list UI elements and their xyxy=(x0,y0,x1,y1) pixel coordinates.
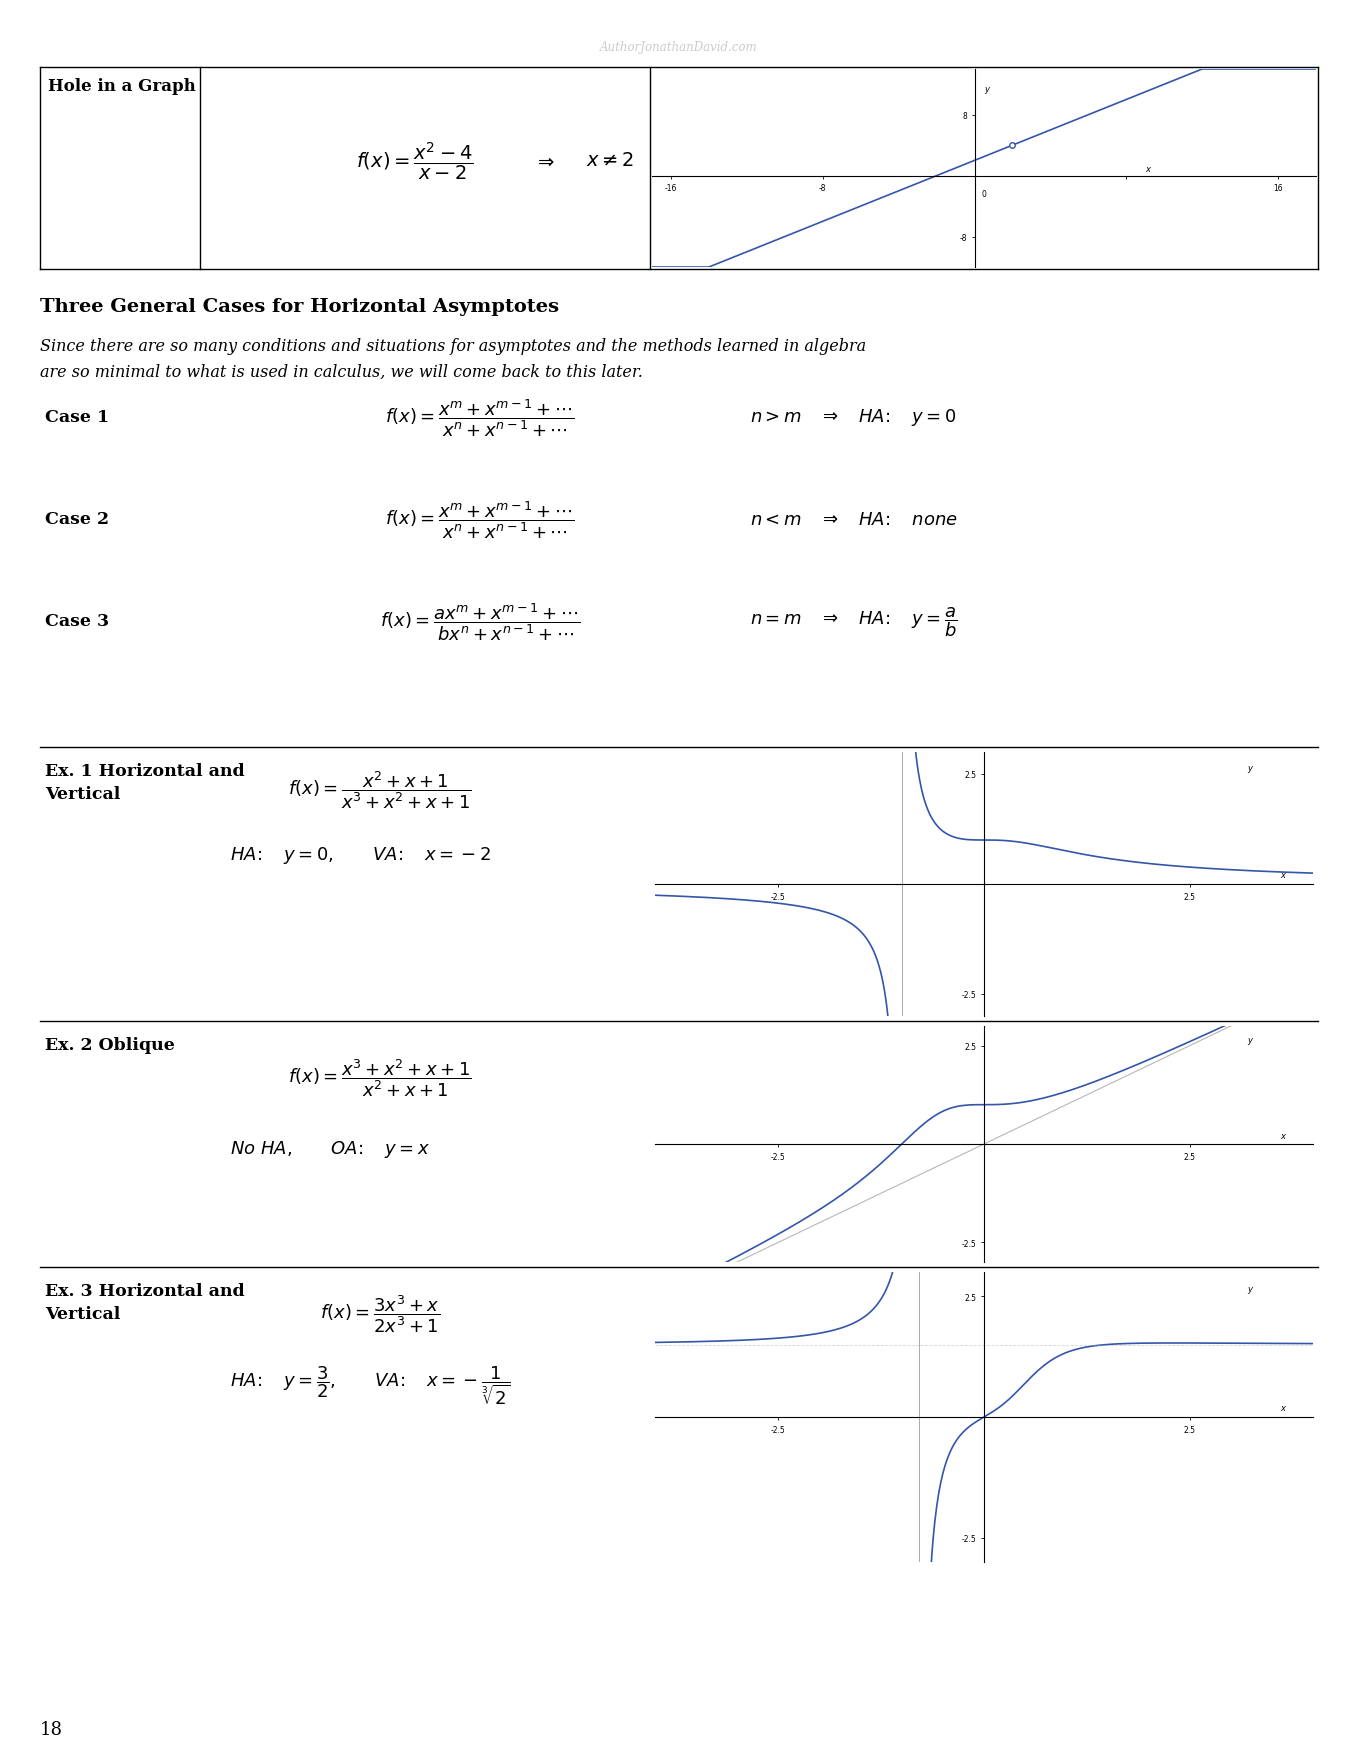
Text: Three General Cases for Horizontal Asymptotes: Three General Cases for Horizontal Asymp… xyxy=(39,299,559,316)
Text: y: y xyxy=(985,84,989,95)
Text: $f(x) = \dfrac{x^2 - 4}{x - 2}$: $f(x) = \dfrac{x^2 - 4}{x - 2}$ xyxy=(356,141,474,183)
Text: y: y xyxy=(1247,763,1252,771)
Text: $f(x) = \dfrac{3x^3 + x}{2x^3 + 1}$: $f(x) = \dfrac{3x^3 + x}{2x^3 + 1}$ xyxy=(320,1293,440,1334)
Text: Since there are so many conditions and situations for asymptotes and the methods: Since there are so many conditions and s… xyxy=(39,337,866,355)
Text: $No\ HA, \qquad OA\!: \quad y = x$: $No\ HA, \qquad OA\!: \quad y = x$ xyxy=(230,1139,430,1160)
Text: $x \neq 2$: $x \neq 2$ xyxy=(585,151,634,170)
Text: Vertical: Vertical xyxy=(45,1305,121,1323)
Text: $n > m \quad \Rightarrow \quad HA\!: \quad y = 0$: $n > m \quad \Rightarrow \quad HA\!: \qu… xyxy=(750,408,956,429)
Text: AuthorJonathanDavid.com: AuthorJonathanDavid.com xyxy=(600,42,758,54)
Text: y: y xyxy=(1247,1284,1252,1293)
Text: Ex. 2 Oblique: Ex. 2 Oblique xyxy=(45,1037,175,1054)
Text: $f(x) = \dfrac{x^m + x^{m-1} + \cdots}{x^n + x^{n-1} + \cdots}$: $f(x) = \dfrac{x^m + x^{m-1} + \cdots}{x… xyxy=(386,397,574,439)
Text: Hole in a Graph: Hole in a Graph xyxy=(48,77,196,95)
Text: Case 3: Case 3 xyxy=(45,613,109,631)
Text: $HA\!: \quad y = 0, \qquad VA\!: \quad x = -2$: $HA\!: \quad y = 0, \qquad VA\!: \quad x… xyxy=(230,845,492,866)
Text: Ex. 1 Horizontal and: Ex. 1 Horizontal and xyxy=(45,763,244,780)
Text: $\Rightarrow$: $\Rightarrow$ xyxy=(535,151,555,170)
Text: $HA\!: \quad y = \dfrac{3}{2}, \qquad VA\!: \quad x = -\dfrac{1}{\sqrt[3]{2}}$: $HA\!: \quad y = \dfrac{3}{2}, \qquad VA… xyxy=(230,1363,511,1407)
Text: Case 2: Case 2 xyxy=(45,511,109,529)
Text: x: x xyxy=(1281,871,1285,880)
Text: 0: 0 xyxy=(982,190,986,199)
Text: Ex. 3 Horizontal and: Ex. 3 Horizontal and xyxy=(45,1283,244,1298)
Text: y: y xyxy=(1247,1035,1252,1044)
Text: x: x xyxy=(1281,1132,1285,1140)
Text: 18: 18 xyxy=(39,1720,62,1738)
Text: $f(x) = \dfrac{x^m + x^{m-1} + \cdots}{x^n + x^{n-1} + \cdots}$: $f(x) = \dfrac{x^m + x^{m-1} + \cdots}{x… xyxy=(386,499,574,541)
Text: are so minimal to what is used in calculus, we will come back to this later.: are so minimal to what is used in calcul… xyxy=(39,364,642,381)
Text: Vertical: Vertical xyxy=(45,785,121,803)
Text: $f(x) = \dfrac{ax^m + x^{m-1} + \cdots}{bx^n + x^{n-1} + \cdots}$: $f(x) = \dfrac{ax^m + x^{m-1} + \cdots}{… xyxy=(380,601,580,643)
Text: x: x xyxy=(1281,1402,1285,1413)
Text: x: x xyxy=(1145,165,1150,174)
Text: $f(x) = \dfrac{x^3 + x^2 + x + 1}{x^2 + x + 1}$: $f(x) = \dfrac{x^3 + x^2 + x + 1}{x^2 + … xyxy=(288,1056,471,1098)
Text: $n = m \quad \Rightarrow \quad HA\!: \quad y = \dfrac{a}{b}$: $n = m \quad \Rightarrow \quad HA\!: \qu… xyxy=(750,604,957,638)
Text: $n < m \quad \Rightarrow \quad HA\!: \quad none$: $n < m \quad \Rightarrow \quad HA\!: \qu… xyxy=(750,511,957,529)
Text: $f(x) = \dfrac{x^2 + x + 1}{x^3 + x^2 + x + 1}$: $f(x) = \dfrac{x^2 + x + 1}{x^3 + x^2 + … xyxy=(288,768,471,810)
Text: Case 1: Case 1 xyxy=(45,409,109,427)
